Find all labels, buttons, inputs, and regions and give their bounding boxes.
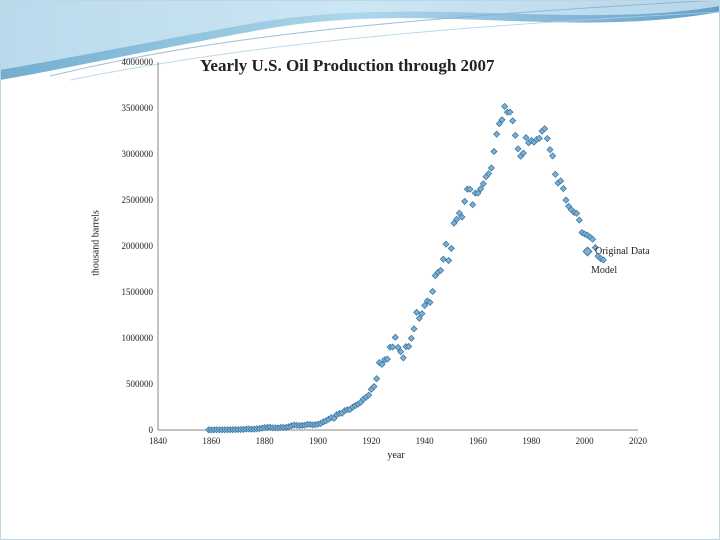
data-point [479, 180, 487, 188]
x-tick-label: 1920 [362, 436, 381, 446]
data-point [546, 146, 554, 154]
data-point [378, 360, 386, 368]
data-point [509, 117, 517, 125]
data-point [413, 308, 421, 316]
data-point [445, 256, 453, 265]
header-wave-line [69, 11, 720, 81]
data-point [453, 215, 461, 223]
data-point [474, 189, 482, 197]
data-point [373, 375, 381, 383]
data-point [591, 243, 599, 252]
data-point [498, 116, 506, 124]
data-point [522, 134, 530, 142]
data-point [370, 382, 378, 391]
data-point [575, 216, 583, 224]
data-point [383, 355, 391, 363]
y-axis-label: thousand barrels [90, 210, 102, 276]
data-point [439, 255, 447, 263]
header-wave-band-light [0, 0, 720, 70]
data-point [429, 287, 437, 296]
data-point [541, 125, 549, 133]
data-point [487, 164, 495, 172]
x-tick-label: 2000 [576, 436, 595, 446]
x-axis-label: year [387, 450, 405, 461]
data-point [511, 131, 519, 139]
data-point [399, 354, 407, 362]
data-point [407, 334, 415, 342]
data-point [405, 342, 413, 351]
data-point [421, 301, 429, 310]
data-point [493, 130, 501, 138]
data-point [573, 209, 581, 217]
x-tick-label: 1940 [416, 436, 435, 446]
x-tick-label: 1980 [522, 436, 541, 446]
y-tick-label: 3000000 [122, 149, 154, 159]
data-point [394, 343, 402, 351]
data-point [501, 102, 509, 110]
y-tick-label: 0 [149, 425, 154, 435]
data-point [415, 314, 423, 322]
data-point [557, 177, 565, 185]
data-point [365, 391, 373, 399]
data-point [458, 213, 466, 221]
y-tick-label: 2500000 [122, 195, 154, 205]
chart-title: Yearly U.S. Oil Production through 2007 [200, 56, 495, 75]
data-point [589, 235, 597, 243]
x-tick-label: 1840 [149, 436, 168, 446]
y-tick-label: 1500000 [122, 287, 154, 297]
data-point [447, 244, 455, 252]
data-point [543, 134, 551, 143]
y-tick-label: 2000000 [122, 241, 154, 251]
data-point [562, 196, 570, 204]
data-point [535, 134, 543, 142]
data-point [391, 333, 399, 341]
data-point [485, 170, 493, 178]
data-point [506, 108, 514, 116]
data-point [437, 266, 445, 275]
data-point [389, 343, 397, 351]
data-point [461, 197, 469, 206]
data-point [426, 298, 434, 306]
data-point [477, 185, 485, 193]
data-point [442, 240, 450, 248]
x-tick-label: 1880 [256, 436, 275, 446]
data-point [551, 170, 559, 178]
x-tick-label: 2020 [629, 436, 648, 446]
data-point [490, 147, 498, 156]
legend-entry-model: Model [591, 265, 618, 276]
legend-entry-original-data: Original Data [582, 246, 650, 257]
data-point [469, 201, 477, 209]
data-point [495, 120, 503, 128]
data-point [466, 185, 474, 193]
data-point [519, 149, 527, 157]
x-tick-label: 1860 [202, 436, 221, 446]
x-tick-label: 1900 [309, 436, 328, 446]
data-point [397, 348, 405, 356]
y-tick-label: 500000 [126, 379, 154, 389]
legend-marker-diamond [582, 246, 593, 257]
x-tick-label: 1960 [469, 436, 488, 446]
y-tick-label: 4000000 [122, 57, 154, 67]
data-point [559, 184, 567, 193]
data-point [410, 325, 418, 333]
data-point [418, 310, 426, 318]
legend-label: Original Data [595, 246, 650, 257]
y-tick-label: 3500000 [122, 103, 154, 113]
data-point [599, 256, 607, 264]
data-point [549, 152, 557, 160]
header-wave-line [49, 0, 720, 77]
y-tick-label: 1000000 [122, 333, 154, 343]
data-point [514, 145, 522, 153]
